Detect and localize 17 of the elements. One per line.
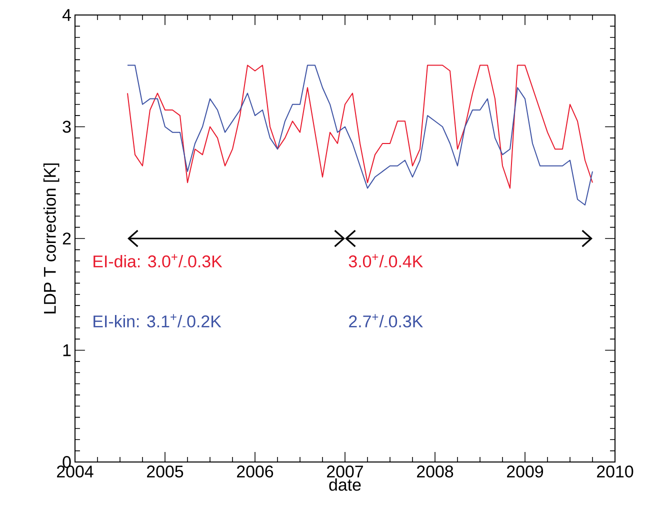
x-tick-label: 2008 bbox=[417, 466, 454, 478]
annotation: 2.7$^{+}$/$_{-}$0.3K bbox=[349, 314, 423, 328]
y-tick-label: 3 bbox=[62, 120, 71, 133]
x-tick-label: 2009 bbox=[507, 466, 544, 478]
x-tick-label: 2010 bbox=[597, 466, 634, 478]
annotation: EI-dia: 3.0$^{+}$/$_{-}$0.3K bbox=[94, 254, 222, 268]
y-tick-label: 2 bbox=[62, 232, 71, 244]
x-tick-label: 2004 bbox=[57, 466, 94, 478]
x-tick-label: 2005 bbox=[147, 466, 184, 478]
annotation: 3.0$^{+}$/$_{-}$0.4K bbox=[348, 254, 423, 268]
y-tick-label: 4 bbox=[62, 9, 71, 21]
x-axis-title: date bbox=[329, 478, 361, 491]
y-tick-label: 1 bbox=[63, 344, 71, 356]
x-tick-label: 2007 bbox=[327, 466, 363, 478]
x-tick-label: 2006 bbox=[237, 466, 274, 478]
annotation: EI-kin: 3.1$^{+}$/$_{-}$0.2K bbox=[94, 314, 222, 328]
y-axis-title: LDP T correction [K] bbox=[43, 163, 60, 314]
